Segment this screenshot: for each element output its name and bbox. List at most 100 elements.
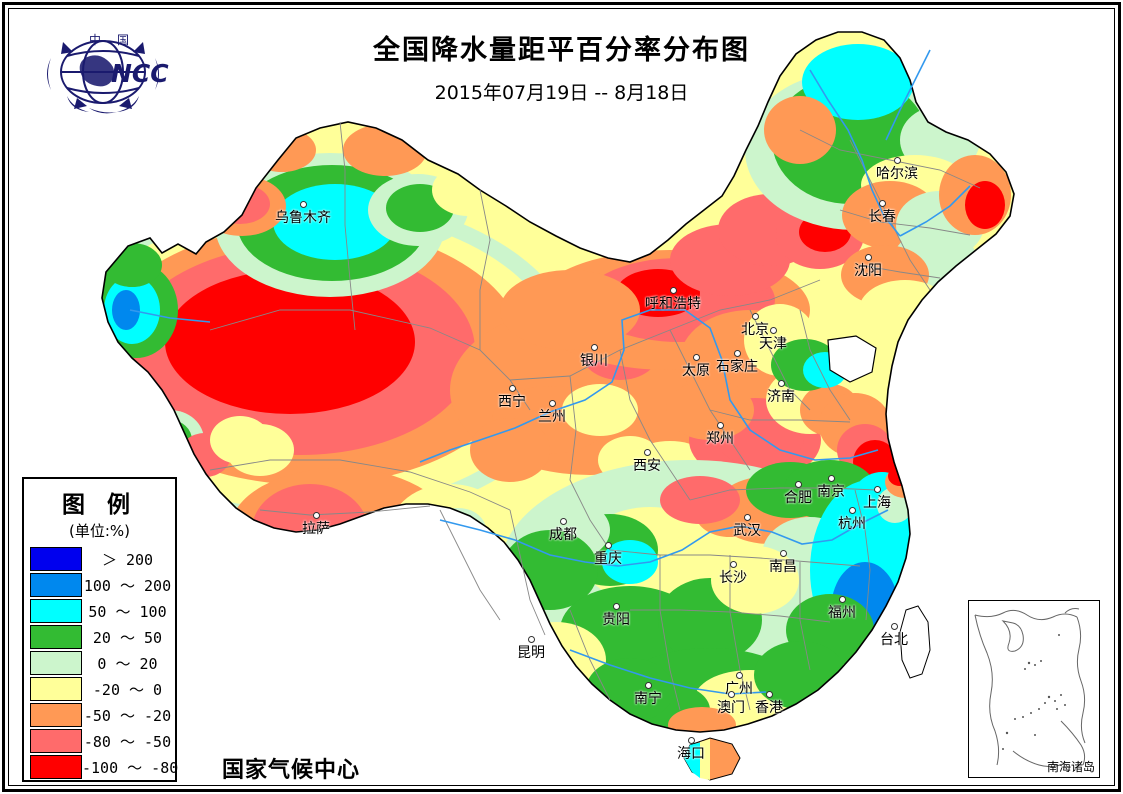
city-label: 北京 <box>741 313 769 339</box>
svg-text:中: 中 <box>89 32 101 47</box>
city-marker-icon <box>729 561 737 568</box>
city-name: 郑州 <box>706 431 734 447</box>
legend-swatch <box>30 599 82 623</box>
legend-swatch <box>30 547 82 571</box>
city-marker-icon <box>727 691 735 698</box>
legend-item: -100 ～ -80 <box>24 754 178 780</box>
city-marker-icon <box>794 481 802 488</box>
city-label: 银川 <box>580 344 608 370</box>
city-marker-icon <box>733 350 741 357</box>
city-marker-icon <box>644 682 652 689</box>
city-label: 合肥 <box>784 481 812 507</box>
china-precipitation-choropleth <box>101 31 1015 781</box>
city-name: 兰州 <box>538 409 566 425</box>
legend-swatch <box>30 703 82 727</box>
city-label: 哈尔滨 <box>876 157 918 183</box>
legend-rows: ＞ 200 100 ～ 200 50 ～ 100 20 ～ 50 0 ～ 20 -20 ～… <box>24 546 178 780</box>
city-name: 澳门 <box>717 700 745 716</box>
legend-item-label: 0 ～ 20 <box>97 654 158 673</box>
legend-panel: 图 例 (单位:%) ＞ 200 100 ～ 200 50 ～ 100 20 ～ 50… <box>22 477 178 782</box>
map-canvas <box>10 10 1113 784</box>
city-marker-icon <box>604 542 612 549</box>
city-label: 西安 <box>633 449 661 475</box>
legend-unit: (单位:%) <box>68 522 130 540</box>
city-name: 乌鲁木齐 <box>275 210 331 226</box>
inset-map-svg <box>974 608 1086 768</box>
city-marker-icon <box>864 254 872 261</box>
city-marker-icon <box>643 449 651 456</box>
city-name: 南昌 <box>769 559 797 575</box>
city-marker-icon <box>777 380 785 387</box>
organization-credit: 国家气候中心 <box>222 758 361 783</box>
city-marker-icon <box>669 287 677 294</box>
city-marker-icon <box>848 507 856 514</box>
page-border-inner <box>8 8 1115 786</box>
city-marker-icon <box>692 354 700 361</box>
city-name: 贵阳 <box>602 612 630 628</box>
legend-item-label: -80 ～ -50 <box>83 732 172 751</box>
city-marker-icon <box>716 422 724 429</box>
legend-item: 100 ～ 200 <box>24 572 175 598</box>
city-marker-icon <box>838 596 846 603</box>
city-label: 武汉 <box>733 514 761 540</box>
city-label: 台北 <box>880 623 908 649</box>
city-marker-icon <box>873 486 881 493</box>
city-name: 杭州 <box>838 516 866 532</box>
city-marker-icon <box>779 550 787 557</box>
legend-swatch <box>30 573 82 597</box>
city-name: 银川 <box>580 353 608 369</box>
legend-swatch <box>30 677 82 701</box>
city-name: 重庆 <box>594 551 622 567</box>
city-name: 西宁 <box>498 394 526 410</box>
svg-text:NCC: NCC <box>111 59 169 88</box>
city-label: 成都 <box>549 518 577 544</box>
legend-swatch <box>30 755 82 779</box>
legend-item: ＞ 200 <box>24 546 175 572</box>
city-marker-icon <box>612 603 620 610</box>
city-name: 上海 <box>863 495 891 511</box>
city-marker-icon <box>827 475 835 482</box>
legend-item-label: 50 ～ 100 <box>88 602 167 621</box>
city-name: 呼和浩特 <box>645 296 701 312</box>
city-label: 石家庄 <box>716 350 758 376</box>
legend-item-label: 20 ～ 50 <box>92 628 163 647</box>
city-name: 太原 <box>682 363 710 379</box>
city-label: 香港 <box>755 691 783 717</box>
city-name: 拉萨 <box>302 521 330 537</box>
city-name: 昆明 <box>517 645 545 661</box>
city-marker-icon <box>765 691 773 698</box>
legend-item-label: -100 ～ -80 <box>82 758 179 777</box>
inset-label: 南海诸岛 <box>1046 760 1095 774</box>
city-label: 兰州 <box>538 400 566 426</box>
city-name: 长春 <box>868 209 896 225</box>
national-border <box>101 31 1015 733</box>
city-label: 乌鲁木齐 <box>275 201 331 227</box>
legend-title: 图 例 <box>61 492 137 518</box>
legend-swatch <box>30 729 82 753</box>
city-name: 济南 <box>767 389 795 405</box>
legend-item: 0 ～ 20 <box>24 650 175 676</box>
legend-swatch <box>30 651 82 675</box>
city-marker-icon <box>548 400 556 407</box>
city-label: 南宁 <box>634 682 662 708</box>
city-name: 沈阳 <box>854 263 882 279</box>
city-marker-icon <box>527 636 535 643</box>
city-label: 沈阳 <box>854 254 882 280</box>
south-china-sea-inset: 南海诸岛 <box>968 600 1100 778</box>
city-label: 南昌 <box>769 550 797 576</box>
legend-item-label: 100 ～ 200 <box>83 576 172 595</box>
legend-item: -50 ～ -20 <box>24 702 175 728</box>
svg-text:国: 国 <box>117 33 129 47</box>
legend-item: -80 ～ -50 <box>24 728 175 754</box>
city-label: 南京 <box>817 475 845 501</box>
city-marker-icon <box>893 157 901 164</box>
city-label: 海口 <box>677 737 705 763</box>
city-marker-icon <box>299 201 307 208</box>
legend-item: 20 ～ 50 <box>24 624 175 650</box>
city-marker-icon <box>735 672 743 679</box>
legend-swatch <box>30 625 82 649</box>
legend-item: -20 ～ 0 <box>24 676 175 702</box>
city-marker-icon <box>751 313 759 320</box>
legend-item-label: -20 ～ 0 <box>92 680 163 699</box>
